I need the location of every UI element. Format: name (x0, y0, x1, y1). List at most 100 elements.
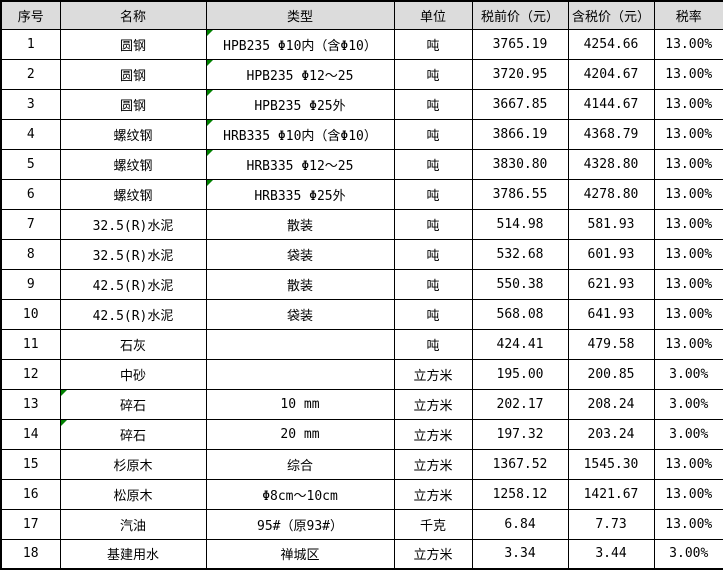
cell-rate[interactable]: 3.00% (653, 538, 723, 570)
cell-name[interactable]: 螺纹钢 (59, 178, 207, 210)
cell-type[interactable]: HRB335 Φ25外 (205, 178, 395, 210)
cell-no[interactable]: 17 (0, 508, 61, 540)
cell-pre-tax[interactable]: 3667.85 (471, 88, 569, 120)
cell-type[interactable]: 袋装 (205, 238, 395, 270)
cell-unit[interactable]: 吨 (393, 148, 473, 180)
cell-pre-tax[interactable]: 3830.80 (471, 148, 569, 180)
header-cell-no[interactable]: 序号 (0, 0, 61, 30)
cell-with-tax[interactable]: 581.93 (567, 208, 655, 240)
header-cell-name[interactable]: 名称 (59, 0, 207, 30)
header-cell-type[interactable]: 类型 (205, 0, 395, 30)
cell-unit[interactable]: 立方米 (393, 388, 473, 420)
cell-with-tax[interactable]: 4204.67 (567, 58, 655, 90)
cell-unit[interactable]: 吨 (393, 328, 473, 360)
cell-rate[interactable]: 13.00% (653, 58, 723, 90)
cell-unit[interactable]: 立方米 (393, 358, 473, 390)
cell-unit[interactable]: 立方米 (393, 448, 473, 480)
cell-with-tax[interactable]: 4254.66 (567, 28, 655, 60)
cell-no[interactable]: 14 (0, 418, 61, 450)
cell-pre-tax[interactable]: 202.17 (471, 388, 569, 420)
cell-no[interactable]: 8 (0, 238, 61, 270)
cell-name[interactable]: 圆钢 (59, 58, 207, 90)
cell-with-tax[interactable]: 203.24 (567, 418, 655, 450)
cell-no[interactable]: 15 (0, 448, 61, 480)
header-cell-pre-tax[interactable]: 税前价（元） (471, 0, 569, 30)
cell-with-tax[interactable]: 4328.80 (567, 148, 655, 180)
cell-with-tax[interactable]: 641.93 (567, 298, 655, 330)
cell-rate[interactable]: 13.00% (653, 178, 723, 210)
cell-no[interactable]: 2 (0, 58, 61, 90)
cell-type[interactable]: HPB235 Φ10内（含Φ10） (205, 28, 395, 60)
cell-pre-tax[interactable]: 3765.19 (471, 28, 569, 60)
cell-with-tax[interactable]: 4144.67 (567, 88, 655, 120)
cell-with-tax[interactable]: 1545.30 (567, 448, 655, 480)
cell-name[interactable]: 中砂 (59, 358, 207, 390)
cell-type[interactable]: 95#（原93#） (205, 508, 395, 540)
cell-pre-tax[interactable]: 197.32 (471, 418, 569, 450)
cell-no[interactable]: 9 (0, 268, 61, 300)
cell-unit[interactable]: 立方米 (393, 538, 473, 570)
cell-pre-tax[interactable]: 3720.95 (471, 58, 569, 90)
cell-name[interactable]: 42.5(R)水泥 (59, 298, 207, 330)
cell-with-tax[interactable]: 4368.79 (567, 118, 655, 150)
cell-rate[interactable]: 13.00% (653, 238, 723, 270)
cell-no[interactable]: 12 (0, 358, 61, 390)
cell-name[interactable]: 圆钢 (59, 88, 207, 120)
cell-rate[interactable]: 13.00% (653, 478, 723, 510)
cell-name[interactable]: 基建用水 (59, 538, 207, 570)
cell-unit[interactable]: 立方米 (393, 418, 473, 450)
cell-no[interactable]: 18 (0, 538, 61, 570)
cell-type[interactable]: HPB235 Φ12～25 (205, 58, 395, 90)
cell-rate[interactable]: 13.00% (653, 118, 723, 150)
cell-no[interactable]: 16 (0, 478, 61, 510)
cell-with-tax[interactable]: 621.93 (567, 268, 655, 300)
cell-name[interactable]: 碎石 (59, 418, 207, 450)
header-cell-with-tax[interactable]: 含税价（元） (567, 0, 655, 30)
cell-type[interactable]: 综合 (205, 448, 395, 480)
cell-rate[interactable]: 13.00% (653, 28, 723, 60)
cell-type[interactable]: 禅城区 (205, 538, 395, 570)
cell-with-tax[interactable]: 7.73 (567, 508, 655, 540)
cell-unit[interactable]: 吨 (393, 58, 473, 90)
cell-name[interactable]: 螺纹钢 (59, 118, 207, 150)
cell-unit[interactable]: 吨 (393, 118, 473, 150)
cell-pre-tax[interactable]: 1258.12 (471, 478, 569, 510)
cell-name[interactable]: 杉原木 (59, 448, 207, 480)
cell-pre-tax[interactable]: 3786.55 (471, 178, 569, 210)
cell-type[interactable]: 袋装 (205, 298, 395, 330)
cell-unit[interactable]: 吨 (393, 178, 473, 210)
cell-no[interactable]: 3 (0, 88, 61, 120)
cell-no[interactable]: 13 (0, 388, 61, 420)
cell-unit[interactable]: 吨 (393, 268, 473, 300)
cell-type[interactable]: HRB335 Φ12～25 (205, 148, 395, 180)
header-cell-unit[interactable]: 单位 (393, 0, 473, 30)
cell-type[interactable]: 散装 (205, 268, 395, 300)
cell-unit[interactable]: 立方米 (393, 478, 473, 510)
cell-rate[interactable]: 3.00% (653, 358, 723, 390)
cell-type[interactable]: HRB335 Φ10内（含Φ10） (205, 118, 395, 150)
cell-with-tax[interactable]: 479.58 (567, 328, 655, 360)
cell-rate[interactable]: 13.00% (653, 298, 723, 330)
cell-name[interactable]: 汽油 (59, 508, 207, 540)
cell-no[interactable]: 6 (0, 178, 61, 210)
cell-pre-tax[interactable]: 6.84 (471, 508, 569, 540)
cell-name[interactable]: 碎石 (59, 388, 207, 420)
cell-pre-tax[interactable]: 424.41 (471, 328, 569, 360)
cell-type[interactable]: 散装 (205, 208, 395, 240)
cell-rate[interactable]: 3.00% (653, 388, 723, 420)
cell-name[interactable]: 圆钢 (59, 28, 207, 60)
cell-with-tax[interactable]: 208.24 (567, 388, 655, 420)
cell-type[interactable] (205, 358, 395, 390)
cell-pre-tax[interactable]: 1367.52 (471, 448, 569, 480)
cell-unit[interactable]: 吨 (393, 208, 473, 240)
header-cell-rate[interactable]: 税率 (653, 0, 723, 30)
cell-pre-tax[interactable]: 195.00 (471, 358, 569, 390)
cell-no[interactable]: 1 (0, 28, 61, 60)
cell-rate[interactable]: 13.00% (653, 448, 723, 480)
cell-no[interactable]: 7 (0, 208, 61, 240)
cell-unit[interactable]: 吨 (393, 88, 473, 120)
cell-name[interactable]: 42.5(R)水泥 (59, 268, 207, 300)
cell-rate[interactable]: 13.00% (653, 148, 723, 180)
cell-rate[interactable]: 13.00% (653, 508, 723, 540)
cell-rate[interactable]: 13.00% (653, 208, 723, 240)
